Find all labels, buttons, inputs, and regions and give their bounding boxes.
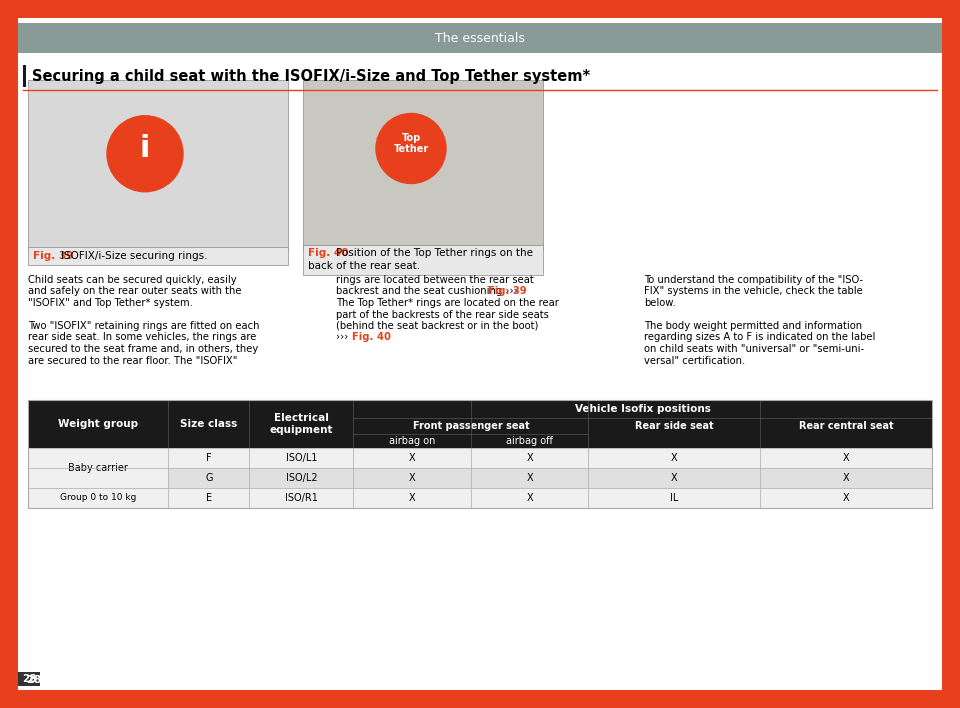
Text: airbag off: airbag off [506,436,553,446]
FancyBboxPatch shape [471,468,588,488]
FancyBboxPatch shape [353,488,471,508]
Text: versal" certification.: versal" certification. [644,355,745,365]
Text: F: F [206,453,211,463]
Text: ISO/L2: ISO/L2 [286,473,317,483]
Text: Position of the Top Tether rings on the: Position of the Top Tether rings on the [336,248,533,258]
Text: Child seats can be secured quickly, easily: Child seats can be secured quickly, easi… [28,275,236,285]
FancyBboxPatch shape [28,247,288,265]
Text: regarding sizes A to F is indicated on the label: regarding sizes A to F is indicated on t… [644,333,876,343]
Text: Two "ISOFIX" retaining rings are fitted on each: Two "ISOFIX" retaining rings are fitted … [28,321,259,331]
Text: Rear side seat: Rear side seat [636,421,713,431]
Text: FIX" systems in the vehicle, check the table: FIX" systems in the vehicle, check the t… [644,287,863,297]
Text: 28: 28 [26,675,41,685]
FancyBboxPatch shape [760,468,932,488]
Text: part of the backrests of the rear side seats: part of the backrests of the rear side s… [336,309,549,319]
FancyBboxPatch shape [168,448,250,468]
Text: i: i [140,135,151,164]
FancyBboxPatch shape [168,488,250,508]
Text: Rear central seat: Rear central seat [799,421,894,431]
Text: ›››: ››› [336,333,351,343]
Text: "ISOFIX" and Top Tether* system.: "ISOFIX" and Top Tether* system. [28,298,193,308]
Text: back of the rear seat.: back of the rear seat. [308,261,420,271]
Text: secured to the seat frame and, in others, they: secured to the seat frame and, in others… [28,344,258,354]
Text: airbag on: airbag on [389,436,436,446]
Text: X: X [409,453,416,463]
FancyBboxPatch shape [23,65,26,87]
FancyBboxPatch shape [303,80,543,250]
FancyBboxPatch shape [250,468,353,488]
Text: X: X [526,473,533,483]
FancyBboxPatch shape [588,468,760,488]
FancyBboxPatch shape [250,488,353,508]
Text: X: X [843,493,850,503]
Text: are secured to the rear floor. The "ISOFIX": are secured to the rear floor. The "ISOF… [28,355,237,365]
FancyBboxPatch shape [18,23,942,53]
Text: G: G [205,473,212,483]
Text: rear side seat. In some vehicles, the rings are: rear side seat. In some vehicles, the ri… [28,333,256,343]
Text: Size class: Size class [180,419,237,429]
Text: E: E [205,493,212,503]
Text: Securing a child seat with the ISOFIX/i-Size and Top Tether system*: Securing a child seat with the ISOFIX/i-… [32,69,590,84]
FancyBboxPatch shape [250,448,353,468]
Text: X: X [526,453,533,463]
Text: rings are located between the rear seat: rings are located between the rear seat [336,275,534,285]
FancyBboxPatch shape [760,448,932,468]
Text: Weight group: Weight group [58,419,138,429]
Text: Baby carrier: Baby carrier [68,463,128,473]
Text: backrest and the seat cushioning ›››: backrest and the seat cushioning ››› [336,287,521,297]
Text: (behind the seat backrest or in the boot): (behind the seat backrest or in the boot… [336,321,539,331]
Circle shape [107,115,183,192]
FancyBboxPatch shape [471,448,588,468]
FancyBboxPatch shape [588,488,760,508]
Text: Fig. 39: Fig. 39 [33,251,73,261]
Text: Fig. 40: Fig. 40 [352,333,392,343]
FancyBboxPatch shape [28,80,288,250]
Text: To understand the compatibility of the "ISO-: To understand the compatibility of the "… [644,275,863,285]
FancyBboxPatch shape [28,448,168,488]
FancyBboxPatch shape [18,672,40,686]
FancyBboxPatch shape [18,18,942,690]
FancyBboxPatch shape [353,448,471,468]
FancyBboxPatch shape [303,245,543,275]
FancyBboxPatch shape [353,468,471,488]
Text: Fig. 39: Fig. 39 [488,287,526,297]
Text: and safely on the rear outer seats with the: and safely on the rear outer seats with … [28,287,242,297]
FancyBboxPatch shape [28,400,932,448]
Text: The body weight permitted and information: The body weight permitted and informatio… [644,321,862,331]
Text: X: X [409,473,416,483]
Text: X: X [409,493,416,503]
Text: X: X [843,453,850,463]
Circle shape [376,113,446,183]
Text: ISO/L1: ISO/L1 [286,453,317,463]
Text: Fig. 40: Fig. 40 [308,248,348,258]
Text: IL: IL [670,493,679,503]
Text: X: X [671,453,678,463]
Text: Top
Tether: Top Tether [394,132,428,154]
Text: X: X [671,473,678,483]
Text: 28: 28 [22,674,36,684]
Text: ISO/R1: ISO/R1 [285,493,318,503]
FancyBboxPatch shape [760,488,932,508]
Text: on child seats with "universal" or "semi-uni-: on child seats with "universal" or "semi… [644,344,864,354]
FancyBboxPatch shape [168,468,250,488]
Text: ISOFIX/i-Size securing rings.: ISOFIX/i-Size securing rings. [61,251,207,261]
Text: The essentials: The essentials [435,31,525,45]
FancyBboxPatch shape [588,448,760,468]
FancyBboxPatch shape [28,488,168,508]
Text: Group 0 to 10 kg: Group 0 to 10 kg [60,493,136,503]
Text: X: X [526,493,533,503]
Text: below.: below. [644,298,676,308]
Text: X: X [843,473,850,483]
Text: Electrical
equipment: Electrical equipment [270,413,333,435]
Text: Front passenger seat: Front passenger seat [413,421,529,431]
Text: The Top Tether* rings are located on the rear: The Top Tether* rings are located on the… [336,298,559,308]
Text: Vehicle Isofix positions: Vehicle Isofix positions [575,404,710,414]
FancyBboxPatch shape [471,488,588,508]
